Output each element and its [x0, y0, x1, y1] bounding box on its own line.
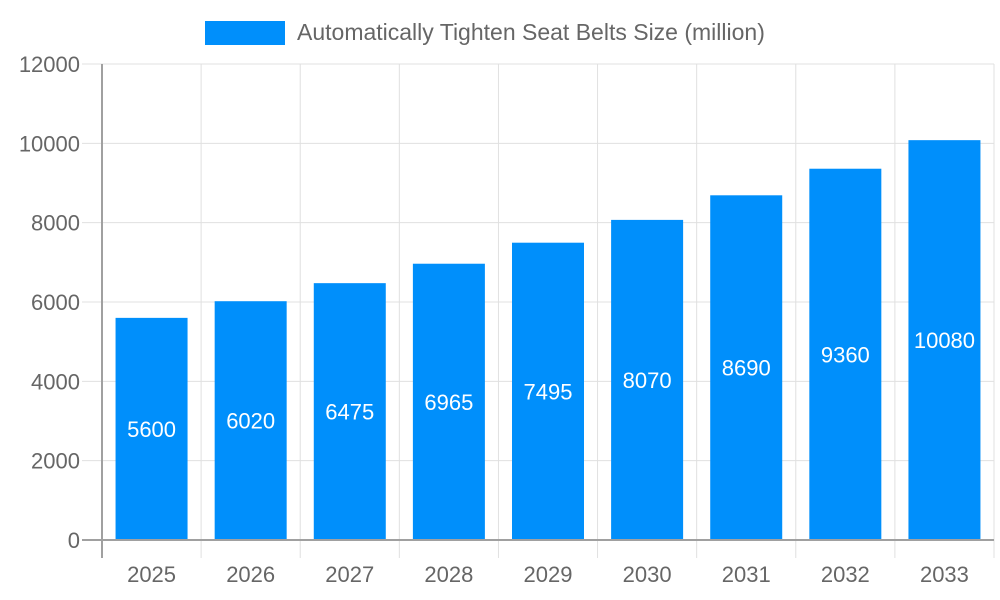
bar-2030 — [611, 219, 684, 540]
bar-2026 — [214, 301, 287, 540]
y-tick-label: 10000 — [19, 131, 80, 156]
x-tick-label: 2028 — [424, 562, 473, 587]
legend-label: Automatically Tighten Seat Belts Size (m… — [297, 19, 765, 45]
data-label: 6965 — [424, 390, 473, 415]
x-tick-label: 2027 — [325, 562, 374, 587]
bar-2033 — [908, 140, 981, 540]
bar-2031 — [710, 195, 783, 540]
data-label: 7495 — [524, 379, 573, 404]
data-label: 10080 — [914, 328, 975, 353]
x-tick-label: 2026 — [226, 562, 275, 587]
data-label: 9360 — [821, 342, 870, 367]
bar-2028 — [412, 263, 485, 540]
bar-2027 — [313, 283, 386, 540]
x-tick-label: 2033 — [920, 562, 969, 587]
y-tick-label: 4000 — [31, 369, 80, 394]
y-tick-label: 8000 — [31, 211, 80, 236]
bar-2029 — [512, 242, 584, 540]
x-tick-label: 2032 — [821, 562, 870, 587]
data-label: 8070 — [623, 368, 672, 393]
bar-2032 — [809, 168, 882, 540]
y-tick-label: 6000 — [31, 290, 80, 315]
y-tick-label: 0 — [68, 528, 80, 553]
x-tick-label: 2030 — [623, 562, 672, 587]
bar-2025 — [115, 317, 188, 540]
y-tick-label: 2000 — [31, 449, 80, 474]
data-label: 5600 — [127, 417, 176, 442]
data-label: 8690 — [722, 356, 771, 381]
legend[interactable]: Automatically Tighten Seat Belts Size (m… — [205, 19, 765, 46]
data-label: 6020 — [226, 409, 275, 434]
x-tick-label: 2031 — [722, 562, 771, 587]
y-tick-label: 12000 — [19, 52, 80, 77]
x-tick-label: 2025 — [127, 562, 176, 587]
legend-swatch — [205, 20, 285, 45]
x-tick-label: 2029 — [524, 562, 573, 587]
data-label: 6475 — [325, 400, 374, 425]
